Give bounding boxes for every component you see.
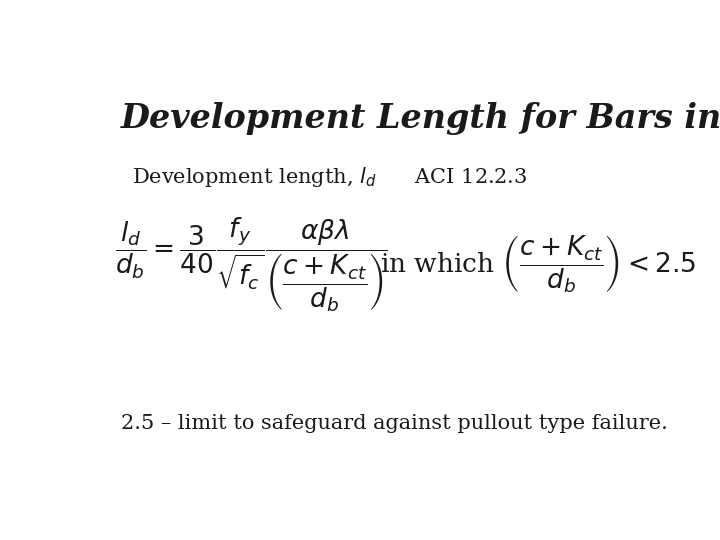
Text: 2.5 – limit to safeguard against pullout type failure.: 2.5 – limit to safeguard against pullout… — [121, 414, 667, 433]
Text: in which $\left(\dfrac{c + K_{ct}}{d_b}\right) < 2.5$: in which $\left(\dfrac{c + K_{ct}}{d_b}\… — [380, 233, 697, 295]
Text: $\dfrac{l_d}{d_b} = \dfrac{3}{40} \dfrac{f_y}{\sqrt{f_c}} \dfrac{\alpha\beta\lam: $\dfrac{l_d}{d_b} = \dfrac{3}{40} \dfrac… — [115, 215, 388, 314]
Text: Development length, $l_d$      ACI 12.2.3: Development length, $l_d$ ACI 12.2.3 — [132, 165, 527, 188]
Text: Development Length for Bars in Tension: Development Length for Bars in Tension — [121, 102, 720, 135]
